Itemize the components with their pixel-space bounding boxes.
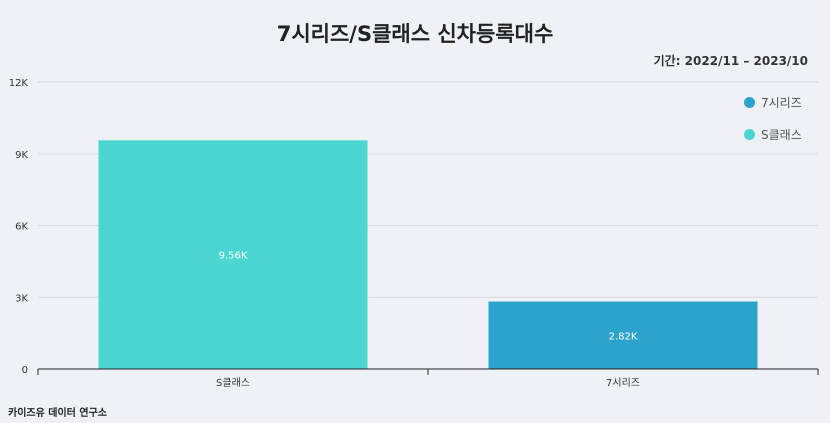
y-tick-label: 0 — [22, 365, 28, 376]
legend-label-s-class: S클래스 — [761, 127, 802, 142]
x-tick-label: S클래스 — [216, 377, 250, 389]
y-tick-label: 6K — [15, 222, 28, 233]
x-tick-label: 7시리즈 — [606, 377, 640, 389]
period-label: 기간: 2022/11 – 2023/10 — [653, 54, 808, 68]
chart-title: 7시리즈/S클래스 신차등록대수 — [276, 22, 554, 46]
y-tick-label: 3K — [15, 293, 28, 304]
legend-item-s-class[interactable]: S클래스 — [744, 126, 828, 142]
chart-legend: 7시리즈 S클래스 — [744, 94, 828, 158]
legend-item-7-series[interactable]: 7시리즈 — [744, 94, 828, 110]
bar — [488, 301, 758, 369]
bar-value-label: 9.56K — [219, 251, 248, 262]
legend-dot-s-class — [744, 128, 755, 140]
bar-value-label: 2.82K — [609, 331, 638, 342]
legend-label-7-series: 7시리즈 — [761, 95, 802, 110]
y-tick-label: 9K — [15, 150, 28, 161]
bar — [98, 140, 368, 369]
source-label: 카이즈유 데이터 연구소 — [8, 408, 107, 419]
y-tick-label: 12K — [9, 78, 29, 89]
legend-dot-7-series — [744, 96, 755, 108]
